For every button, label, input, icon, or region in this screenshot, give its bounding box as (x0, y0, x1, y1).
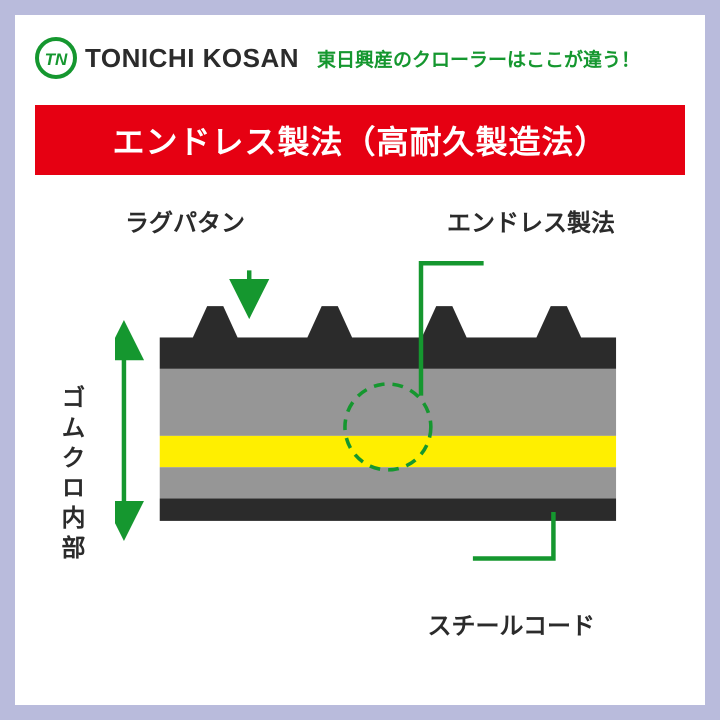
top-labels: ラグパタン エンドレス製法 (115, 203, 625, 238)
label-lug-pattern: ラグパタン (125, 203, 245, 238)
title-banner: エンドレス製法（高耐久製造法） (35, 105, 685, 175)
cross-section-diagram (115, 248, 625, 588)
tagline: 東日興産のクローラーはここが違う！ (317, 45, 640, 72)
label-steel-cord: スチールコード (115, 606, 625, 641)
logo-text: TONICHI KOSAN (85, 43, 299, 74)
header: TN TONICHI KOSAN 東日興産のクローラーはここが違う！ (15, 15, 705, 87)
card: TN TONICHI KOSAN 東日興産のクローラーはここが違う！ エンドレス… (15, 15, 705, 705)
label-endless-method: エンドレス製法 (447, 203, 615, 238)
logo-initials: TN (45, 50, 68, 69)
logo-mark-icon: TN (35, 37, 77, 79)
diagram-container: ラグパタン エンドレス製法 ゴムクロ内部 スチールコード (15, 203, 705, 641)
logo: TN TONICHI KOSAN (35, 37, 299, 79)
label-inner-rubber: ゴムクロ内部 (53, 385, 88, 565)
